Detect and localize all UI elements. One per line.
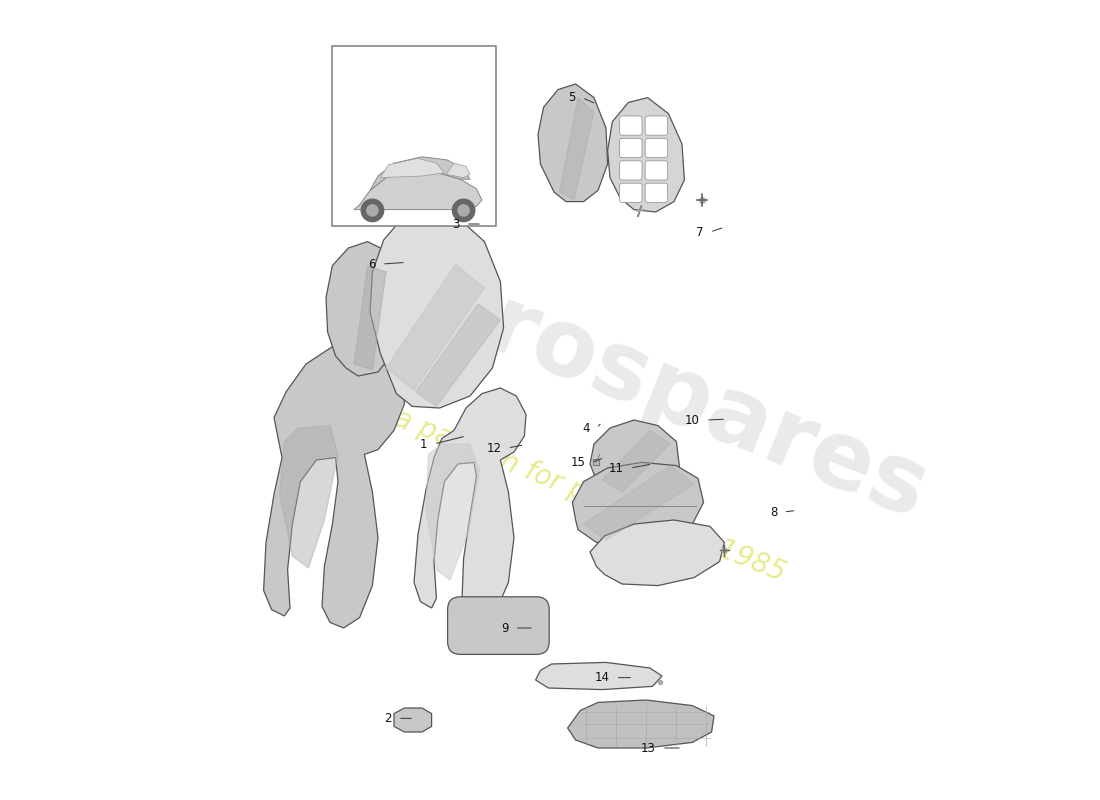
- Polygon shape: [394, 708, 431, 732]
- Polygon shape: [572, 462, 704, 546]
- Polygon shape: [370, 210, 504, 408]
- Text: 11: 11: [608, 462, 624, 474]
- FancyBboxPatch shape: [646, 116, 668, 135]
- Polygon shape: [446, 163, 470, 178]
- FancyBboxPatch shape: [332, 46, 496, 226]
- Polygon shape: [538, 84, 607, 202]
- Text: eurospares: eurospares: [352, 230, 940, 538]
- FancyBboxPatch shape: [646, 161, 668, 180]
- Text: 5: 5: [569, 91, 575, 104]
- Polygon shape: [381, 158, 444, 178]
- Text: 13: 13: [640, 742, 656, 754]
- Polygon shape: [279, 426, 338, 568]
- Circle shape: [361, 199, 384, 222]
- Polygon shape: [568, 700, 714, 748]
- FancyBboxPatch shape: [646, 183, 668, 202]
- Polygon shape: [414, 388, 526, 622]
- Text: 1: 1: [420, 438, 428, 450]
- Circle shape: [458, 205, 470, 216]
- Polygon shape: [326, 242, 405, 376]
- Circle shape: [452, 199, 475, 222]
- Polygon shape: [607, 98, 684, 212]
- Text: 7: 7: [696, 226, 704, 238]
- Polygon shape: [264, 342, 405, 628]
- FancyBboxPatch shape: [646, 138, 668, 158]
- Text: a passion for parts since 1985: a passion for parts since 1985: [390, 405, 790, 587]
- Polygon shape: [590, 520, 725, 586]
- FancyBboxPatch shape: [619, 161, 642, 180]
- Polygon shape: [370, 157, 470, 190]
- Text: 4: 4: [583, 422, 590, 434]
- FancyBboxPatch shape: [619, 183, 642, 202]
- FancyBboxPatch shape: [448, 597, 549, 654]
- Polygon shape: [560, 98, 594, 200]
- FancyBboxPatch shape: [619, 138, 642, 158]
- Polygon shape: [354, 172, 482, 210]
- Text: 15: 15: [570, 456, 585, 469]
- Polygon shape: [536, 662, 662, 690]
- Circle shape: [366, 205, 378, 216]
- Text: 9: 9: [500, 622, 508, 634]
- Text: 14: 14: [594, 671, 609, 684]
- Polygon shape: [590, 420, 680, 496]
- Text: 2: 2: [384, 712, 392, 725]
- Polygon shape: [426, 444, 480, 580]
- Text: 10: 10: [684, 414, 700, 426]
- Text: 12: 12: [486, 442, 502, 454]
- Text: 3: 3: [452, 218, 460, 230]
- Polygon shape: [354, 266, 386, 370]
- Polygon shape: [602, 430, 670, 492]
- Text: 8: 8: [770, 506, 778, 518]
- FancyBboxPatch shape: [619, 116, 642, 135]
- Text: 6: 6: [368, 258, 375, 270]
- Polygon shape: [584, 466, 694, 540]
- Polygon shape: [416, 304, 500, 406]
- Polygon shape: [386, 264, 484, 390]
